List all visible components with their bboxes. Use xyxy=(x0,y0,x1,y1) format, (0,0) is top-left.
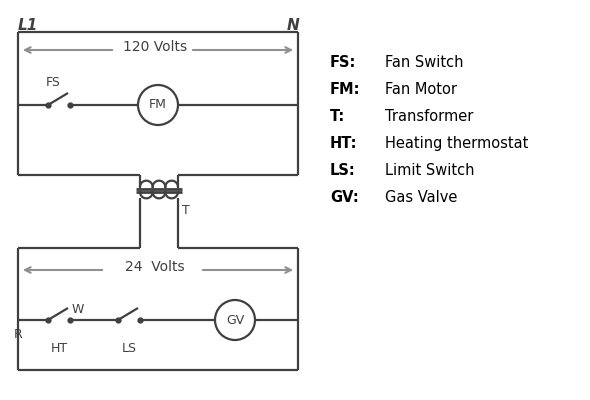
Text: T: T xyxy=(182,204,190,216)
Text: FM:: FM: xyxy=(330,82,360,97)
Text: W: W xyxy=(72,303,84,316)
Text: GV:: GV: xyxy=(330,190,359,205)
Text: FS: FS xyxy=(46,76,61,89)
Text: Fan Switch: Fan Switch xyxy=(385,55,464,70)
Text: T:: T: xyxy=(330,109,345,124)
Text: GV: GV xyxy=(226,314,244,326)
Text: R: R xyxy=(14,328,22,341)
Text: HT: HT xyxy=(50,342,68,355)
Text: Limit Switch: Limit Switch xyxy=(385,163,474,178)
Text: 24  Volts: 24 Volts xyxy=(125,260,185,274)
Text: LS: LS xyxy=(122,342,136,355)
Text: 120 Volts: 120 Volts xyxy=(123,40,187,54)
Text: Transformer: Transformer xyxy=(385,109,473,124)
Text: FS:: FS: xyxy=(330,55,356,70)
Text: Heating thermostat: Heating thermostat xyxy=(385,136,529,151)
Text: Fan Motor: Fan Motor xyxy=(385,82,457,97)
Text: Gas Valve: Gas Valve xyxy=(385,190,457,205)
Text: LS:: LS: xyxy=(330,163,356,178)
Text: N: N xyxy=(287,18,299,33)
Text: HT:: HT: xyxy=(330,136,358,151)
Text: FM: FM xyxy=(149,98,167,112)
Text: L1: L1 xyxy=(18,18,38,33)
